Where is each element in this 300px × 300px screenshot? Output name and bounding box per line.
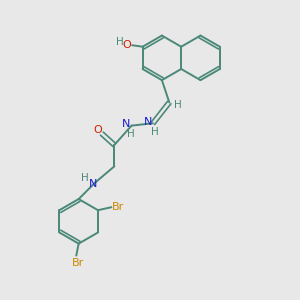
Text: O: O xyxy=(123,40,131,50)
Text: H: H xyxy=(127,129,135,139)
Text: O: O xyxy=(93,125,102,135)
Text: H: H xyxy=(174,100,182,110)
Text: N: N xyxy=(89,178,98,189)
Text: H: H xyxy=(116,37,124,47)
Text: H: H xyxy=(81,173,88,183)
Text: N: N xyxy=(143,117,152,127)
Text: N: N xyxy=(122,119,130,129)
Text: Br: Br xyxy=(72,258,84,268)
Text: Br: Br xyxy=(112,202,124,212)
Text: H: H xyxy=(151,127,158,136)
